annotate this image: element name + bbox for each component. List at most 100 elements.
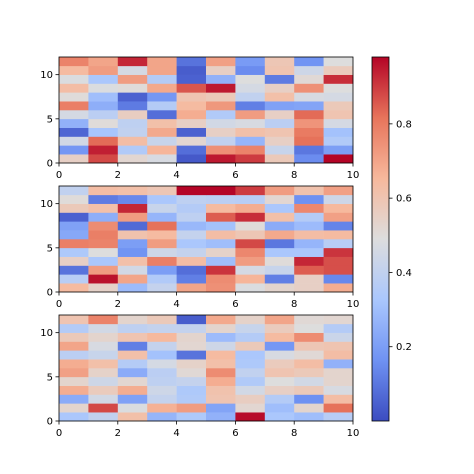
colorbar-tick-label: 0.8: [396, 119, 412, 130]
heatmap-cell: [59, 92, 89, 102]
heatmap-cell: [264, 412, 295, 422]
heatmap-cell: [176, 350, 207, 360]
heatmap-cell: [117, 145, 148, 155]
heatmap-cell: [264, 127, 295, 137]
heatmap-cell: [235, 118, 266, 128]
heatmap-cell: [206, 265, 236, 275]
heatmap-cell: [323, 283, 354, 293]
heatmap-cell: [88, 186, 119, 196]
heatmap-cell: [294, 212, 324, 222]
heatmap-cell: [206, 127, 236, 137]
heatmap-cell: [176, 154, 207, 164]
heatmap-cell: [59, 359, 89, 369]
heatmap-cell: [117, 265, 148, 275]
heatmap-cell: [147, 110, 177, 120]
x-tick-label: 6: [232, 299, 238, 310]
heatmap-cell: [294, 341, 324, 351]
heatmap-cell: [294, 110, 324, 120]
heatmap-cell: [235, 92, 266, 102]
heatmap-cell: [176, 221, 207, 231]
heatmap-cell: [117, 350, 148, 360]
heatmap-cell: [176, 83, 207, 93]
heatmap-cell: [117, 239, 148, 249]
heatmap-cell: [264, 394, 295, 404]
heatmap-cell: [206, 186, 236, 196]
x-tick-label: 2: [115, 170, 121, 181]
heatmap-cell: [88, 154, 119, 164]
heatmap-cell: [206, 350, 236, 360]
heatmap-cell: [117, 186, 148, 196]
heatmap-cell: [176, 385, 207, 395]
heatmap-cell: [323, 359, 354, 369]
heatmap-cell: [176, 283, 207, 293]
heatmap-cell: [117, 403, 148, 413]
heatmap-cell: [147, 350, 177, 360]
heatmap-panel-1: 0 2 4 6 8 10 0 5 10: [40, 56, 359, 181]
heatmap-cell: [206, 394, 236, 404]
heatmap-cell: [176, 118, 207, 128]
colorbar-tick-label: 0.6: [396, 194, 412, 205]
heatmap-cell: [323, 323, 354, 333]
heatmap-cell: [88, 265, 119, 275]
heatmap-cell: [294, 194, 324, 204]
heatmap-cell: [59, 323, 89, 333]
heatmap-cell: [147, 212, 177, 222]
heatmap-cell: [59, 274, 89, 284]
heatmap-cell: [294, 412, 324, 422]
heatmap-cell: [323, 136, 354, 146]
x-tick-label: 0: [56, 299, 62, 310]
heatmap-cell: [176, 332, 207, 342]
heatmap-cell: [117, 221, 148, 231]
heatmap-cell: [59, 127, 89, 137]
heatmap-cell: [264, 118, 295, 128]
heatmap-cell: [206, 403, 236, 413]
heatmap-cell: [147, 101, 177, 111]
heatmap-cell: [323, 265, 354, 275]
x-tick-label: 4: [173, 170, 179, 181]
heatmap-cell: [323, 186, 354, 196]
heatmap-cell: [176, 403, 207, 413]
heatmap-cell: [294, 256, 324, 266]
heatmap-cell: [235, 412, 266, 422]
heatmap-cell: [147, 145, 177, 155]
heatmap-cell: [294, 403, 324, 413]
heatmap-cell: [117, 65, 148, 75]
heatmap-cell: [88, 127, 119, 137]
y-tick-label: 0: [47, 288, 53, 299]
heatmap-cell: [117, 315, 148, 325]
heatmap-cell: [59, 83, 89, 93]
heatmap-cell: [59, 341, 89, 351]
heatmap-cell: [235, 359, 266, 369]
heatmap-cell: [88, 57, 119, 67]
heatmap-cell: [323, 194, 354, 204]
heatmap-cell: [323, 385, 354, 395]
heatmap-cell: [176, 376, 207, 386]
heatmap-cell: [147, 403, 177, 413]
heatmap-cell: [206, 359, 236, 369]
heatmap-cell: [59, 247, 89, 257]
heatmap-cell: [206, 194, 236, 204]
heatmap-cell: [264, 203, 295, 213]
panel-frame: [58, 185, 354, 293]
heatmap-cell: [88, 332, 119, 342]
heatmap-cell: [235, 230, 266, 240]
heatmap-cell: [147, 274, 177, 284]
heatmap-cell: [323, 239, 354, 249]
heatmap-cell: [294, 74, 324, 84]
heatmap-cell: [235, 110, 266, 120]
heatmap-cell: [235, 136, 266, 146]
heatmap-cell: [59, 350, 89, 360]
heatmap-cell: [88, 74, 119, 84]
heatmap-cell: [117, 212, 148, 222]
heatmap-cell: [59, 230, 89, 240]
heatmap-cell: [294, 265, 324, 275]
heatmap-cell: [235, 221, 266, 231]
heatmap-cell: [294, 350, 324, 360]
heatmap-cell: [147, 57, 177, 67]
heatmap-cell: [235, 274, 266, 284]
heatmap-cell: [323, 332, 354, 342]
heatmap-cell: [206, 341, 236, 351]
heatmap-cell: [264, 315, 295, 325]
colorbar-tick-label: 0.2: [396, 342, 412, 353]
heatmap-cell: [264, 101, 295, 111]
